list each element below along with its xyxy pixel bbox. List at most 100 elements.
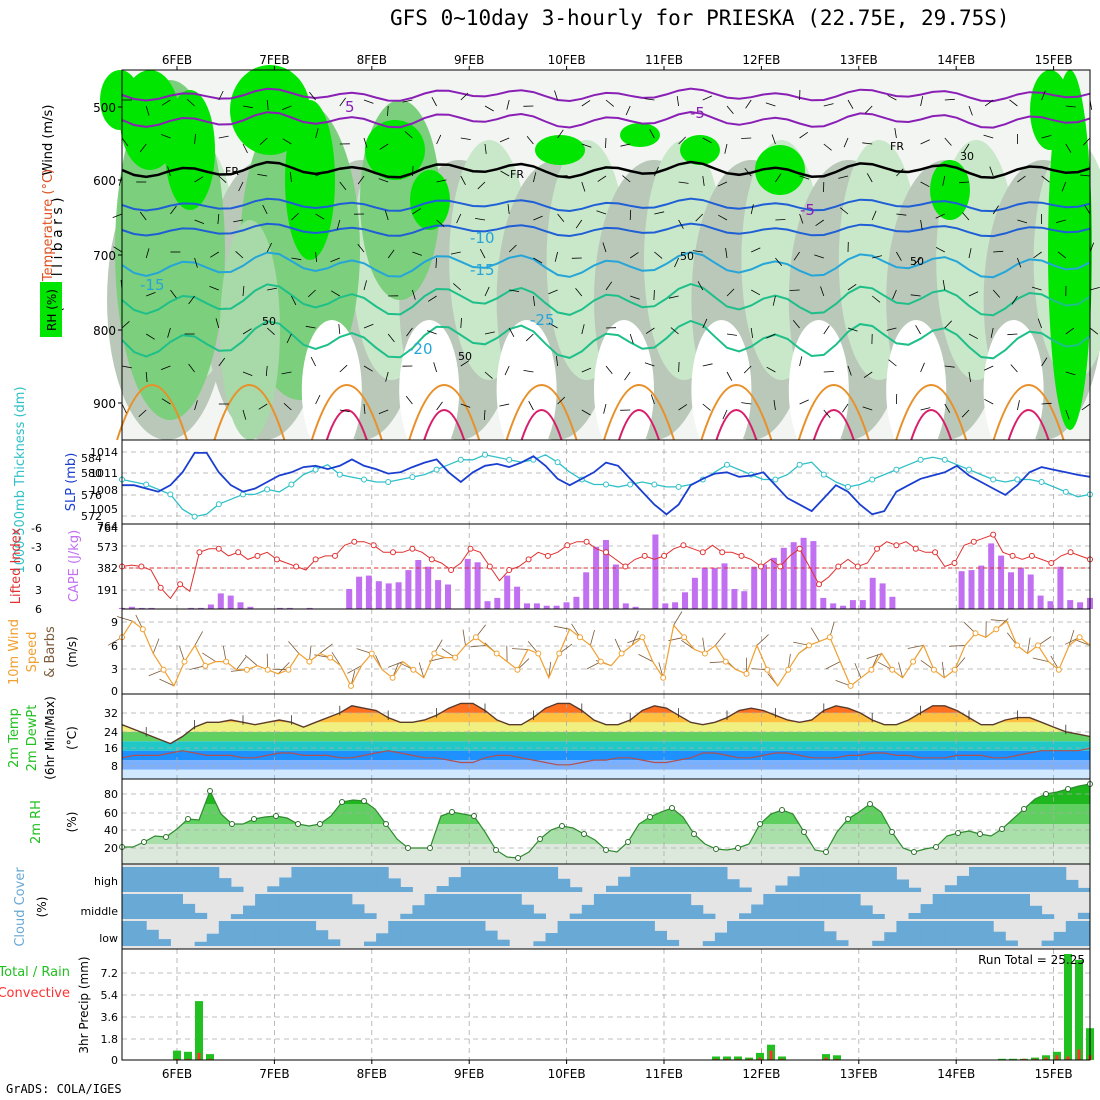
rh-point <box>823 849 829 855</box>
wind-barb <box>330 257 340 263</box>
wind-barb <box>167 166 171 177</box>
cape-bar <box>237 602 244 609</box>
cloud-bar <box>884 932 897 946</box>
wind-barb <box>363 403 366 414</box>
rh-saturation-blob <box>1048 70 1092 430</box>
cape-bar <box>198 607 204 609</box>
temp-tick: 24 <box>104 726 118 739</box>
cloud-bar <box>848 894 861 919</box>
cloud-bar <box>545 867 559 892</box>
wind-barb <box>121 403 127 414</box>
wind-barb <box>596 210 607 215</box>
wind-barb <box>678 404 688 411</box>
cloud-bar <box>787 921 801 946</box>
wind-tick: 0 <box>111 685 118 698</box>
wind-barb <box>507 204 510 215</box>
wind-barb <box>557 129 564 139</box>
lifted-index-point <box>409 545 416 552</box>
run-total-label: Run Total = 25.25 <box>978 953 1085 967</box>
rh-point <box>845 816 851 822</box>
wind-barb <box>283 403 292 411</box>
contour-label: 50 <box>910 255 924 268</box>
contour-label: FR <box>225 165 239 178</box>
wind-barb <box>726 105 734 114</box>
cape-bar <box>780 547 787 609</box>
slp-tick: 1008 <box>90 484 118 497</box>
cape-bar <box>524 603 530 609</box>
precip-total-bar <box>1064 954 1072 1060</box>
wind-barb <box>265 365 268 377</box>
rh-saturation-blob <box>680 135 720 165</box>
wind10-barb <box>347 665 362 674</box>
cloud-bar <box>618 876 631 892</box>
wind-barb <box>581 324 585 335</box>
wind-barb <box>920 362 925 373</box>
cloud-bar <box>521 867 534 892</box>
wind-barb <box>548 289 558 295</box>
wind-barb <box>145 248 150 259</box>
wind10-speed-point <box>639 634 646 641</box>
wind-barb <box>1084 205 1091 215</box>
wind-barb <box>554 90 558 101</box>
rh-saturation-blob <box>620 123 660 147</box>
cloud-bar <box>799 894 813 919</box>
wind-barb <box>499 137 510 143</box>
upper-y-tick: 500 <box>93 101 116 115</box>
wind10-speed-point <box>764 666 771 673</box>
wind-barb <box>145 371 148 383</box>
lifted-index-point <box>912 545 919 552</box>
rh-point <box>339 799 345 805</box>
wind-barb <box>692 250 703 253</box>
cloud-bar <box>134 921 147 946</box>
cape-bar <box>188 607 195 609</box>
cloud-bar <box>1077 887 1091 892</box>
cloud-bar <box>206 867 220 892</box>
contour-label: -15 <box>470 261 495 279</box>
lifted-index-point <box>390 549 396 556</box>
lifted-index-point <box>951 560 958 566</box>
wind-barb <box>315 394 321 405</box>
wind-barb <box>266 99 269 110</box>
wind-barb <box>460 360 470 367</box>
rh-point <box>273 813 279 819</box>
temp-tick: 32 <box>104 707 118 720</box>
cape-bar <box>701 567 708 609</box>
precip-total-bar <box>998 1058 1006 1060</box>
cloud-bar <box>908 921 922 946</box>
cloud-bar <box>702 913 716 919</box>
rh-band <box>122 804 1090 824</box>
wind-barb <box>436 134 442 145</box>
cloud-bar <box>267 894 280 919</box>
cloud-bar <box>436 886 450 892</box>
cloud-bar <box>218 878 232 892</box>
thickness-point <box>1014 476 1021 483</box>
cloud-bar <box>787 876 801 892</box>
cape-bar <box>603 540 609 609</box>
rh-point <box>867 801 873 807</box>
thickness-point <box>240 491 246 498</box>
cape-bar <box>445 584 451 609</box>
wind-barb <box>726 333 737 336</box>
lifted-ylabel: Lifted Index <box>9 527 24 604</box>
wind-barb <box>581 143 592 148</box>
cloud-bar <box>158 894 171 919</box>
wind-barb <box>702 403 711 411</box>
wind-barb <box>751 247 761 253</box>
wind-barb <box>989 166 994 177</box>
wind10-speed-point <box>868 666 875 673</box>
precip-convective-bar <box>758 1057 762 1060</box>
cloud-bar <box>243 921 256 946</box>
temp-band <box>122 741 1090 751</box>
wind-barb <box>1065 327 1075 335</box>
temp-band <box>122 760 1090 770</box>
wind-barb <box>695 213 704 222</box>
wind-barb <box>702 137 712 144</box>
wind-barb <box>1031 286 1042 291</box>
lifted-index-point <box>874 545 880 552</box>
cape-bar <box>593 546 600 609</box>
wind-barb <box>990 327 994 338</box>
contour-label: FR <box>890 140 904 153</box>
cape-bar <box>731 589 738 609</box>
isotherm-arch <box>992 384 1065 441</box>
cape-bar <box>405 570 412 609</box>
